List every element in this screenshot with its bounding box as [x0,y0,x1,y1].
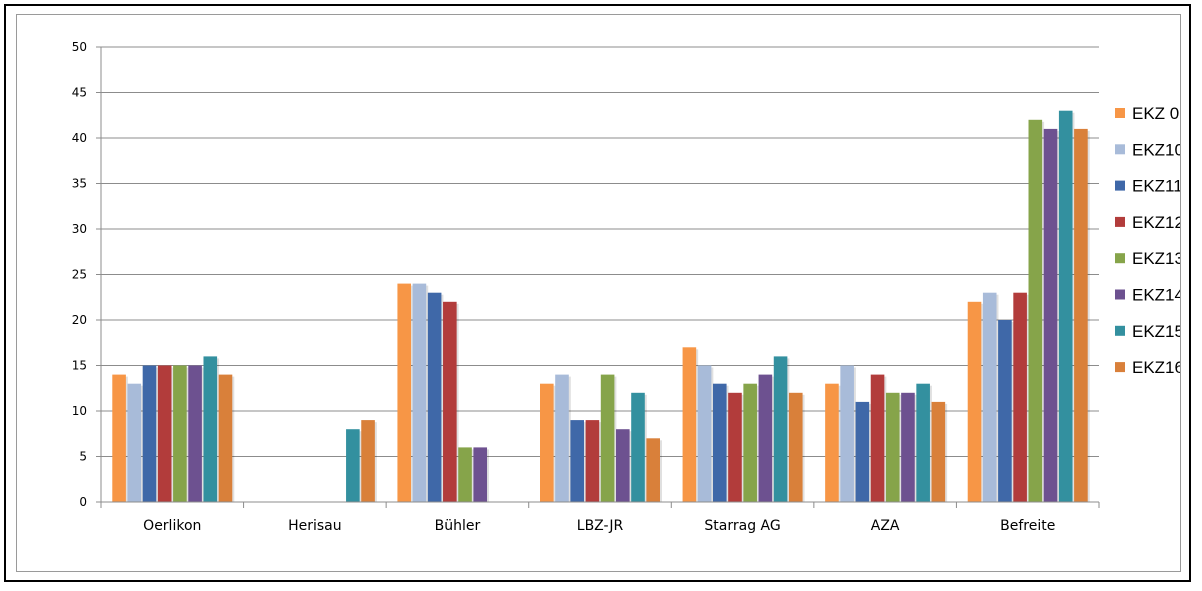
bars [112,110,1090,503]
bar-ekz14-6 [1043,128,1058,502]
bar-ekz09-0 [112,374,126,502]
bar-ekz16-0 [218,374,233,502]
bar-ekz13-2 [458,447,472,502]
bar-ekz15-3 [631,392,645,502]
bar-ekz15-5 [916,383,930,502]
x-category-label: LBZ-JR [577,518,624,534]
bar-ekz16-1 [361,420,375,502]
y-tick-label: 20 [72,313,87,327]
bar-ekz14-4 [758,374,773,502]
legend-swatch [1115,144,1125,155]
bar-ekz10-5 [840,365,854,502]
bar-ekz10-6 [982,292,997,502]
bar-ekz14-5 [901,392,915,502]
y-tick-label: 5 [79,450,87,464]
bar-ekz11-4 [712,383,727,502]
x-category-label: AZA [871,518,900,534]
bar-ekz11-5 [855,401,870,502]
bar-ekz12-5 [870,374,885,502]
bar-ekz12-2 [443,301,457,502]
bar-ekz09-2 [397,283,412,502]
bar-ekz13-5 [885,392,900,502]
bar-ekz10-0 [127,383,142,502]
y-tick-label: 50 [72,40,87,54]
bar-ekz09-5 [825,383,839,502]
chart-outer-frame: 0 5 10 15 20 25 30 35 40 45 50 Oerlikon Herisau Bühl… [4,4,1191,582]
y-tick-label: 10 [72,404,87,418]
legend-label: EKZ 09 [1132,104,1180,123]
legend-swatch [1115,325,1125,336]
bar-ekz12-6 [1013,292,1027,502]
legend-swatch [1115,362,1125,373]
bar-ekz11-0 [142,365,157,502]
bar-ekz10-3 [555,374,569,502]
legend-label: EKZ16 [1132,358,1180,377]
y-tick-label: 0 [79,495,87,509]
bar-ekz15-6 [1058,110,1073,502]
chart-area: 0 5 10 15 20 25 30 35 40 45 50 Oerlikon Herisau Bühl… [16,14,1181,572]
legend-swatch [1115,180,1125,191]
bar-ekz14-0 [188,365,202,502]
y-tick-label: 15 [72,359,87,373]
bar-ekz14-2 [473,447,488,502]
x-category-label: Starrag AG [704,518,780,534]
bar-chart: 0 5 10 15 20 25 30 35 40 45 50 Oerlikon Herisau Bühl… [72,40,1180,534]
bar-ekz16-4 [788,392,803,502]
y-tick-label: 45 [72,86,87,100]
bar-ekz14-3 [616,429,630,502]
legend-label: EKZ13 [1132,249,1180,268]
y-tick-label: 25 [72,268,87,282]
legend: EKZ 09 EKZ10 EKZ11 EKZ12 EKZ13 EKZ14 EKZ15 EKZ1… [1115,104,1180,377]
bar-ekz15-0 [203,356,218,502]
x-category-label: Befreite [1000,518,1055,534]
legend-label: EKZ14 [1132,286,1180,305]
bar-ekz15-1 [346,429,360,502]
legend-label: EKZ11 [1132,177,1180,196]
bar-ekz10-2 [412,283,427,502]
x-category-label: Herisau [288,518,342,534]
bar-ekz09-3 [540,383,554,502]
y-tick-label: 30 [72,222,87,236]
bar-ekz13-3 [600,374,615,502]
x-axis: Oerlikon Herisau Bühler LBZ-JR Starrag AG AZA… [100,501,1100,534]
gridlines [101,46,1099,503]
legend-swatch [1115,108,1125,118]
y-tick-label: 35 [72,177,87,191]
bar-ekz12-4 [728,392,742,502]
bar-ekz11-6 [998,320,1012,502]
x-category-label: Bühler [435,518,481,534]
bar-ekz16-6 [1074,128,1088,502]
bar-ekz12-0 [157,365,172,502]
bar-ekz09-4 [682,347,697,502]
bar-ekz11-2 [427,292,442,502]
y-axis-ticks: 0 5 10 15 20 25 30 35 40 45 50 [72,40,102,509]
bar-ekz10-4 [697,365,712,502]
bar-ekz09-6 [967,301,982,502]
bar-ekz16-5 [931,401,946,502]
bar-ekz16-3 [646,438,660,502]
bar-ekz13-0 [173,365,187,502]
bar-ekz11-3 [570,420,584,502]
bar-ekz13-6 [1028,119,1043,503]
legend-swatch [1115,253,1125,264]
x-category-label: Oerlikon [143,518,201,534]
bar-ekz13-4 [743,383,757,502]
legend-label: EKZ10 [1132,140,1180,159]
legend-label: EKZ15 [1132,322,1180,341]
y-tick-label: 40 [72,131,87,145]
legend-label: EKZ12 [1132,213,1180,232]
legend-swatch [1115,289,1125,300]
bar-ekz12-3 [585,420,600,502]
legend-swatch [1115,216,1125,227]
bar-ekz15-4 [773,356,788,502]
